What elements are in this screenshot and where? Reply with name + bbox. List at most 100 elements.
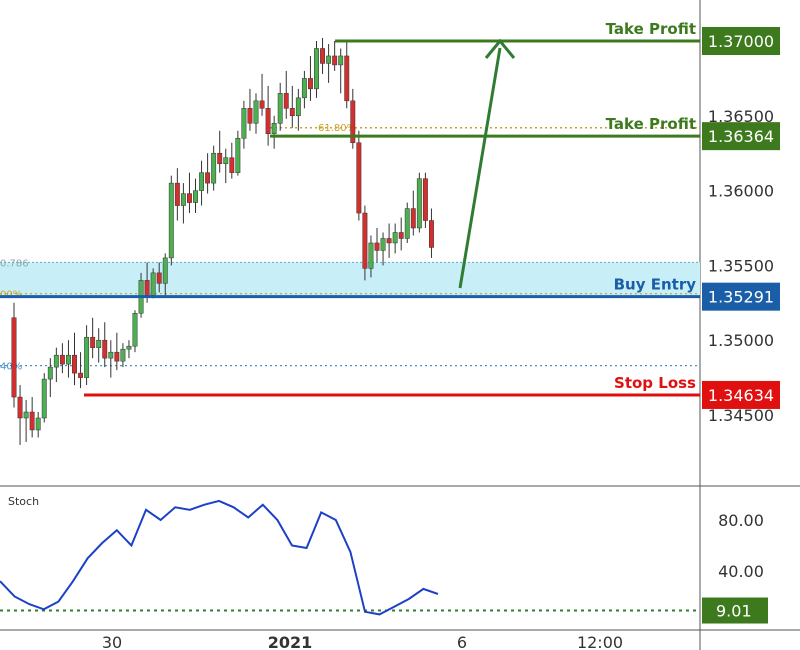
stoch-tick: 80.00 [718, 511, 764, 530]
candle [23, 400, 29, 442]
candle-body [150, 272, 156, 296]
candle [150, 268, 156, 299]
candle-body [126, 345, 132, 350]
candle-body [247, 108, 253, 124]
fib-618-label: 61.80% [318, 123, 356, 134]
candle [314, 41, 319, 98]
candle-body [314, 48, 319, 90]
candle [193, 178, 198, 214]
candle [41, 373, 47, 423]
candle [429, 208, 434, 258]
candle [114, 332, 120, 371]
candle-body [132, 313, 138, 347]
candle [247, 88, 253, 131]
stop-loss-price-tag [702, 380, 780, 409]
candle [241, 100, 247, 149]
candle-body [398, 232, 404, 239]
fib-786-label: 0.786 [0, 258, 29, 269]
candle [308, 55, 313, 101]
candle [168, 175, 174, 266]
candle-body [277, 93, 283, 124]
candle-body [271, 123, 277, 135]
stoch-tick: 40.00 [718, 562, 764, 581]
target-arrow-head [484, 38, 516, 59]
candle-body [295, 97, 301, 117]
candle [187, 172, 192, 214]
candle-body [217, 152, 223, 164]
candle [90, 317, 96, 359]
candle-body [301, 78, 307, 99]
take-profit-1-price-tag [702, 27, 780, 55]
candle [277, 82, 283, 131]
candle-body [326, 55, 332, 64]
candle-body [356, 142, 362, 214]
candle [253, 93, 259, 134]
candle-body [241, 108, 247, 139]
candle-body [72, 354, 77, 374]
candle [422, 172, 428, 228]
candle-body [416, 178, 422, 229]
price-tick: 1.36500 [708, 107, 774, 126]
candle [416, 172, 422, 233]
candle-body [156, 272, 162, 284]
candle-body [168, 182, 174, 259]
candle [350, 88, 356, 149]
stoch-line [0, 499, 439, 616]
candle [35, 412, 41, 438]
buy-zone [0, 262, 700, 297]
candle-body [102, 339, 108, 359]
candle [102, 322, 108, 368]
candle-body [47, 366, 53, 380]
candle [235, 130, 241, 176]
candle [11, 302, 17, 408]
candle-body [320, 48, 326, 64]
candle [386, 223, 392, 258]
candle-body [368, 242, 374, 269]
candle [392, 223, 398, 254]
candle [223, 148, 229, 184]
candle-body [362, 212, 368, 269]
candle-body [422, 178, 428, 221]
candle [180, 183, 186, 224]
candle-body [308, 78, 313, 90]
candle [301, 70, 307, 109]
take-profit-1-label: Take Profit [606, 20, 696, 38]
candle [72, 332, 77, 386]
price-tick: 1.35000 [708, 331, 774, 350]
candle-body [53, 354, 59, 368]
candle [211, 145, 217, 191]
candle-body [162, 257, 168, 284]
candle-body [78, 372, 83, 378]
candle-body [289, 108, 295, 117]
candle [332, 41, 338, 71]
candle-body [59, 354, 65, 365]
candle [120, 343, 126, 368]
candle [205, 153, 211, 194]
buy-entry-price-text: 1.35291 [708, 288, 774, 307]
candle [53, 347, 59, 383]
candle-body [344, 55, 350, 102]
candle [344, 41, 350, 109]
candle [96, 328, 102, 363]
candle [356, 130, 362, 221]
candle-body [96, 339, 102, 348]
candle-body [410, 208, 416, 229]
candle-body [17, 396, 23, 419]
candle-body [332, 55, 338, 66]
candle [66, 340, 71, 378]
candle [162, 253, 168, 296]
take-profit-1-price-text: 1.37000 [708, 32, 774, 51]
candle-body [66, 354, 71, 365]
stoch-indicator-label: Stoch [8, 495, 39, 508]
candle-body [429, 220, 434, 248]
candle [78, 352, 83, 389]
candle-body [223, 157, 229, 164]
candle-body [259, 100, 265, 109]
candle-body [120, 348, 126, 362]
candle-body [404, 208, 410, 239]
take-profit-2-price-text: 1.36364 [708, 127, 774, 146]
candle-body [199, 172, 205, 191]
candle [410, 190, 416, 236]
candle [295, 88, 301, 131]
candle [84, 325, 90, 386]
